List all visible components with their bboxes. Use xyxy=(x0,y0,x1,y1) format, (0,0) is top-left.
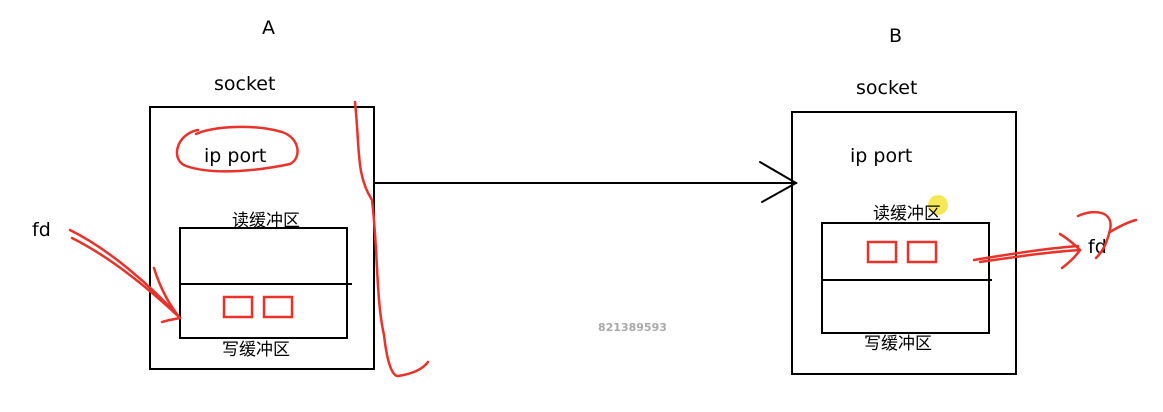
host-a-address-label: ip port xyxy=(204,145,266,167)
host-a-data-block xyxy=(222,295,254,319)
transfer-arrow xyxy=(373,161,799,203)
host-b-socket-label: socket xyxy=(856,77,917,99)
annotations-b xyxy=(972,210,1138,270)
host-a-read-buffer-label: 读缓冲区 xyxy=(232,211,300,231)
host-b-data-block xyxy=(906,240,938,264)
host-a-socket-label: socket xyxy=(214,73,275,95)
host-a-data-block xyxy=(262,295,294,319)
host-b-data-block xyxy=(866,240,898,264)
host-b: B socket ip port 读缓冲区 写缓冲区 fd xyxy=(791,25,1107,375)
fd-scribble-mark xyxy=(1076,210,1138,260)
fd-read-arrowhead xyxy=(1058,232,1082,270)
fd-pointer-arrow xyxy=(68,228,182,320)
watermark: 821389593 xyxy=(598,321,667,334)
host-b-read-buffer-label: 读缓冲区 xyxy=(873,204,941,224)
host-b-socket-box xyxy=(791,111,1017,375)
host-b-buffer-box xyxy=(821,222,990,334)
host-a-socket-box xyxy=(149,106,375,370)
host-b-title: B xyxy=(889,25,902,47)
host-a: A socket ip port 读缓冲区 写缓冲区 fd xyxy=(32,17,375,370)
boundary-stroke-mark xyxy=(353,100,430,378)
annotations-a xyxy=(68,100,430,378)
cursor-highlight xyxy=(928,195,948,215)
host-a-title: A xyxy=(262,17,275,39)
host-a-write-buffer-label: 写缓冲区 xyxy=(222,340,290,360)
host-a-fd-label: fd xyxy=(32,219,51,241)
address-circle-mark xyxy=(175,125,299,173)
fd-pointer-arrowhead xyxy=(152,266,182,324)
fd-read-arrow xyxy=(972,244,1082,264)
host-b-address-label: ip port xyxy=(850,145,912,167)
host-b-write-buffer-label: 写缓冲区 xyxy=(864,334,932,354)
